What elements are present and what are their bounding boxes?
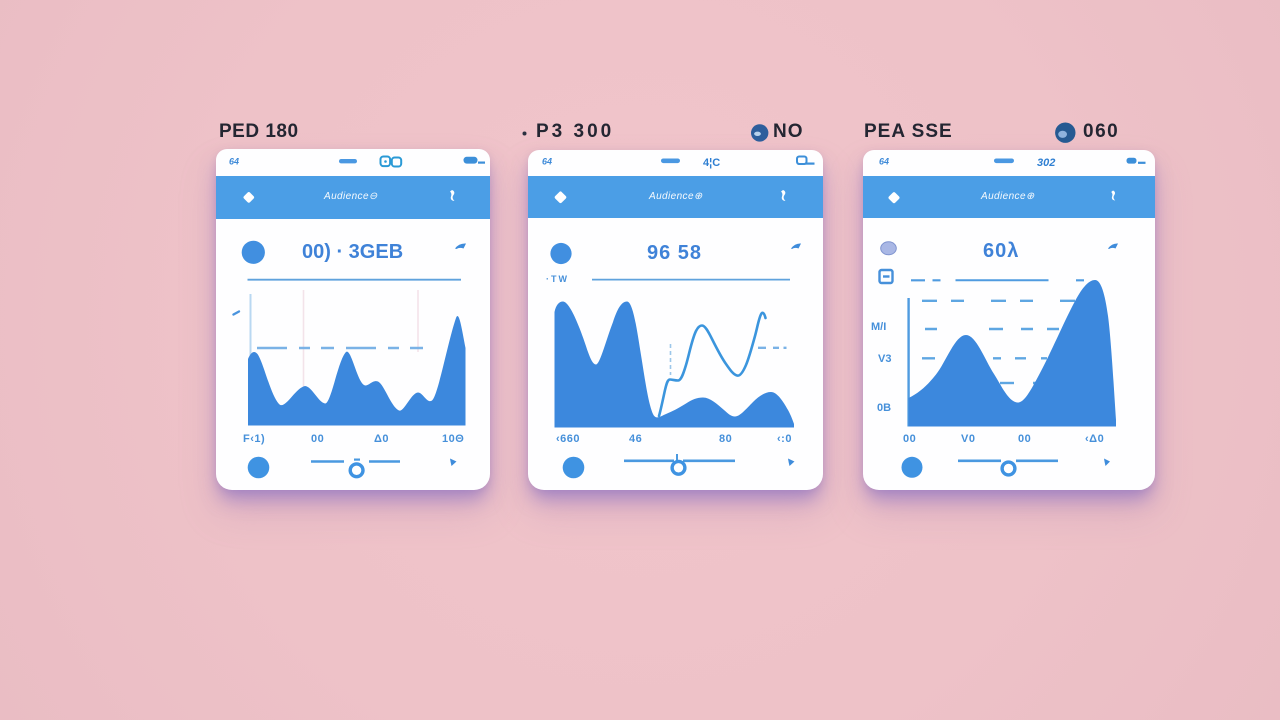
svg-text:‹Δ0: ‹Δ0	[1085, 433, 1104, 445]
svg-text:F‹1): F‹1)	[243, 433, 265, 445]
svg-text:64: 64	[879, 157, 889, 167]
svg-text:4¦C: 4¦C	[703, 157, 720, 169]
svg-text:V0: V0	[961, 433, 975, 445]
svg-text:64: 64	[229, 157, 239, 167]
svg-text:‹660: ‹660	[556, 433, 580, 445]
svg-text:·TW: ·TW	[546, 274, 569, 284]
svg-text:0B: 0B	[877, 402, 891, 414]
svg-text:00: 00	[903, 433, 916, 445]
svg-text:80: 80	[719, 433, 732, 445]
svg-text:302: 302	[1037, 157, 1055, 169]
svg-text:00: 00	[311, 433, 324, 445]
svg-text:‹:0: ‹:0	[777, 433, 792, 445]
svg-text:V3: V3	[878, 353, 891, 365]
svg-text:10Θ: 10Θ	[442, 433, 464, 445]
svg-text:00: 00	[1018, 433, 1031, 445]
svg-text:M/I: M/I	[871, 321, 886, 333]
svg-text:64: 64	[542, 157, 552, 167]
svg-text:Δ0: Δ0	[374, 433, 389, 445]
svg-text:46: 46	[629, 433, 642, 445]
